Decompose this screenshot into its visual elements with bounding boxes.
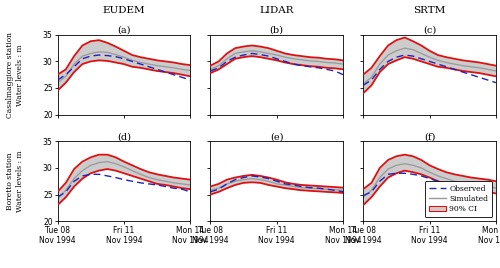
Title: (f): (f) [424,132,436,141]
Text: Boretto station
Water levels : m: Boretto station Water levels : m [6,150,24,212]
Title: (e): (e) [270,132,283,141]
Legend: Observed, Simulated, 90% CI: Observed, Simulated, 90% CI [425,181,492,217]
Title: (a): (a) [117,26,130,35]
Text: EUDEM: EUDEM [102,6,145,15]
Text: SRTM: SRTM [414,6,446,15]
Title: (c): (c) [423,26,436,35]
Title: (d): (d) [117,132,131,141]
Text: LIDAR: LIDAR [260,6,294,15]
Title: (b): (b) [270,26,284,35]
Text: Casalmaggiore station
Water levels : m: Casalmaggiore station Water levels : m [6,32,24,118]
